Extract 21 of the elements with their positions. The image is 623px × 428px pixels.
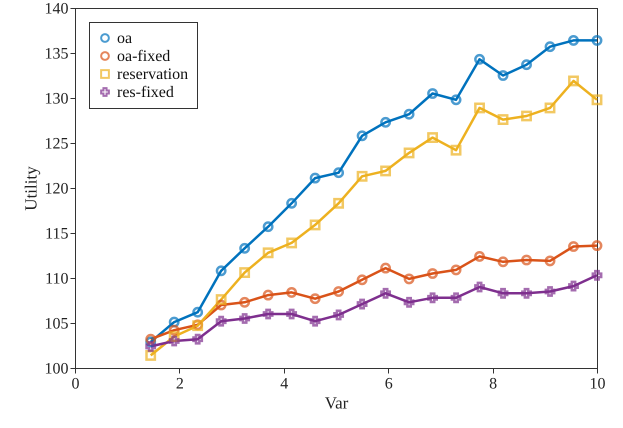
y-tick-label: 105	[44, 316, 68, 332]
y-tick-label: 130	[44, 90, 68, 108]
y-tick-label: 120	[44, 180, 68, 198]
x-axis-title: Var	[324, 394, 349, 412]
x-tick-label: 0	[72, 376, 80, 392]
x-tick-label: 2	[176, 376, 184, 392]
y-axis-title: Utility	[22, 166, 40, 211]
y-tick-label: 115	[45, 226, 68, 242]
legend-label: res-fixed	[117, 84, 174, 101]
x-tick-label: 8	[489, 376, 498, 392]
x-tick-label: 6	[384, 376, 393, 392]
y-tick-label: 110	[45, 270, 68, 288]
y-tick-label: 140	[44, 0, 68, 18]
y-tick-label: 100	[44, 360, 68, 378]
x-tick-label: 10	[590, 376, 606, 392]
x-tick-label: 4	[280, 376, 288, 392]
y-tick-label: 125	[44, 136, 68, 152]
y-tick-label: 135	[44, 46, 68, 62]
legend-label: oa	[117, 30, 132, 47]
legend-label: reservation	[117, 66, 188, 83]
legend-label: oa-fixed	[117, 48, 170, 65]
